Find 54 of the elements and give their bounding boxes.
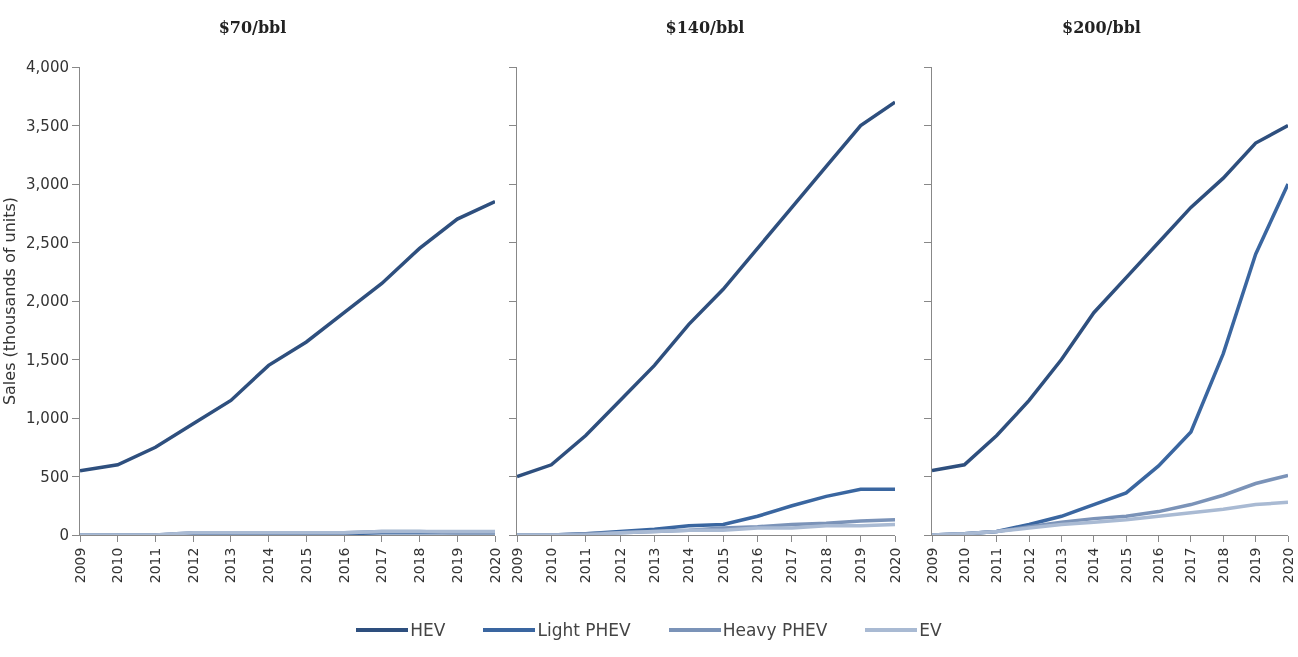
x-tick-label: 2020	[886, 547, 903, 584]
x-tick-label: 2009	[508, 547, 525, 584]
x-tick-label: 2013	[646, 547, 662, 584]
y-tick-label: 500	[40, 467, 69, 486]
chart-title: $70/bbl	[218, 17, 287, 37]
x-tick-label: 2010	[955, 547, 972, 584]
y-tick-label: 0	[59, 526, 69, 545]
x-tick-label: 2020	[1279, 547, 1296, 584]
x-tick-label: 2016	[749, 547, 766, 584]
x-tick-label: 2014	[260, 547, 277, 584]
x-tick-label: 2017	[1182, 547, 1199, 584]
x-tick-label: 2019	[852, 547, 869, 584]
x-tick-label: 2017	[783, 547, 800, 584]
x-tick-label: 2012	[1020, 547, 1037, 584]
line-series	[80, 199, 495, 473]
x-tick-label: 2010	[542, 547, 559, 584]
y-tick-label: 4,000	[26, 58, 69, 77]
x-tick-label: 2011	[577, 547, 594, 584]
x-tick-label: 2018	[411, 547, 428, 584]
x-tick-label: 2010	[109, 547, 126, 584]
legend-label: Light PHEV	[537, 620, 631, 640]
x-tick-label: 2016	[335, 547, 352, 584]
x-tick-label: 2011	[147, 547, 163, 584]
y-axis-title: Sales (thousands of units)	[0, 196, 19, 406]
x-tick-label: 2018	[1214, 547, 1231, 584]
x-tick-label: 2020	[486, 547, 503, 584]
x-tick-label: 2012	[184, 547, 201, 584]
legend-label: Heavy PHEV	[722, 620, 828, 640]
x-tick-label: 2016	[1150, 547, 1167, 584]
legend-label: HEV	[410, 620, 446, 640]
x-tick-label: 2011	[988, 547, 1005, 584]
x-tick-label: 2009	[923, 547, 940, 584]
y-tick-label: 3,000	[26, 175, 69, 194]
x-tick-label: 2009	[71, 547, 88, 584]
x-tick-label: 2015	[714, 547, 731, 584]
x-tick-label: 2014	[1085, 547, 1102, 584]
x-tick-label: 2015	[297, 547, 314, 584]
x-tick-label: 2013	[1053, 547, 1069, 584]
chart-title: $140/bbl	[665, 17, 745, 37]
y-tick-label: 1,500	[26, 350, 69, 369]
x-tick-label: 2014	[680, 547, 697, 584]
x-tick-label: 2019	[1247, 547, 1264, 584]
y-tick-label: 1,000	[26, 409, 69, 428]
chart-title: $200/bbl	[1062, 17, 1141, 37]
x-tick-label: 2013	[222, 547, 239, 584]
x-tick-label: 2012	[611, 547, 628, 584]
x-tick-label: 2018	[817, 547, 834, 584]
y-tick-label: 2,000	[26, 292, 69, 311]
y-tick-label: 2,500	[26, 233, 69, 252]
y-tick-label: 3,500	[26, 116, 69, 135]
x-tick-label: 2015	[1117, 547, 1134, 584]
legend-label: EV	[919, 620, 942, 640]
x-tick-label: 2017	[373, 547, 390, 584]
x-tick-label: 2019	[448, 547, 465, 584]
